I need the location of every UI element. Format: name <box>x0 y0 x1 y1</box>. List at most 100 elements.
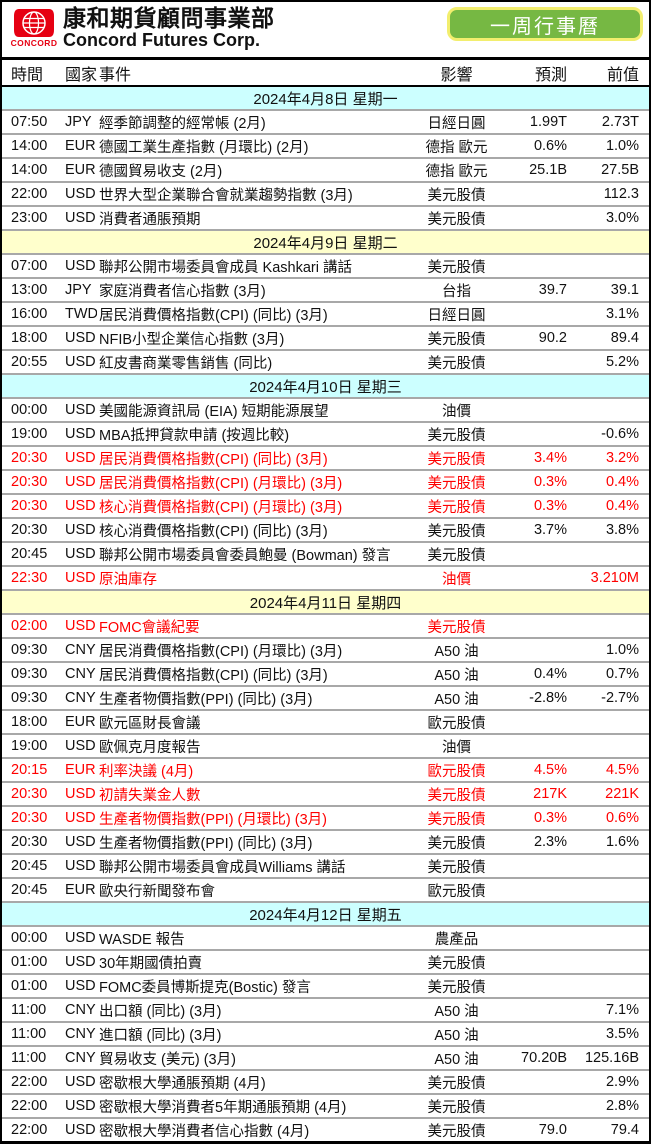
logo-wordmark: CONCORD <box>10 38 58 48</box>
event-previous: 3.210M <box>590 570 639 586</box>
event-country: USD <box>65 186 96 202</box>
event-time: 09:30 <box>11 690 48 706</box>
event-row: 19:00 USD 歐佩克月度報告 油價 <box>2 735 649 759</box>
event-previous: 0.4% <box>605 498 639 514</box>
event-country: USD <box>65 954 96 970</box>
event-impact: 農產品 <box>434 931 479 948</box>
event-country: USD <box>65 738 96 754</box>
event-previous: 27.5B <box>601 162 639 178</box>
event-row: 11:00 CNY 進口額 (同比) (3月) A50 油 3.5% <box>2 1023 649 1047</box>
event-impact: 美元股債 <box>427 523 486 540</box>
event-row: 16:00 TWD 居民消費價格指數(CPI) (同比) (3月) 日經日圓 3.1% <box>2 303 649 327</box>
event-previous: 0.6% <box>605 810 639 826</box>
event-country: EUR <box>65 714 96 730</box>
event-forecast: 4.5% <box>533 762 567 778</box>
event-time: 20:30 <box>11 786 48 802</box>
event-event: 消費者通脹預期 <box>99 211 201 228</box>
event-event: 原油庫存 <box>99 571 157 588</box>
event-time: 19:00 <box>11 426 48 442</box>
event-time: 01:00 <box>11 978 48 994</box>
event-impact: 歐元股債 <box>427 715 486 732</box>
event-previous: 125.16B <box>584 1050 639 1066</box>
event-row: 11:00 CNY 貿易收支 (美元) (3月) A50 油 70.20B 125.16B <box>2 1047 649 1071</box>
weekly-calendar-badge[interactable]: 一周行事曆 <box>447 7 643 41</box>
event-time: 22:00 <box>11 1122 48 1138</box>
event-impact: 日經日圓 <box>427 307 486 324</box>
event-impact: 美元股債 <box>427 859 486 876</box>
event-event: 美國能源資訊局 (EIA) 短期能源展望 <box>99 403 329 420</box>
event-row: 20:45 USD 聯邦公開市場委員會成員Williams 講話 美元股債 <box>2 855 649 879</box>
event-forecast: 3.4% <box>533 450 567 466</box>
event-impact: 美元股債 <box>427 1075 486 1092</box>
event-row: 22:00 USD 密歇根大學消費者信心指數 (4月) 美元股債 79.0 79.4 <box>2 1119 649 1141</box>
event-event: 生產者物價指數(PPI) (同比) (3月) <box>99 691 313 708</box>
event-country: USD <box>65 522 96 538</box>
event-forecast: 0.3% <box>533 810 567 826</box>
event-country: TWD <box>65 306 97 322</box>
event-event: 歐元區財長會議 <box>99 715 201 732</box>
event-impact: 美元股債 <box>427 835 486 852</box>
event-country: USD <box>65 618 96 634</box>
event-country: USD <box>65 810 96 826</box>
event-event: 居民消費價格指數(CPI) (同比) (3月) <box>99 667 328 684</box>
event-impact: 美元股債 <box>427 187 486 204</box>
event-country: USD <box>65 978 96 994</box>
event-event: 生產者物價指數(PPI) (同比) (3月) <box>99 835 313 852</box>
event-event: 進口額 (同比) (3月) <box>99 1027 222 1044</box>
event-time: 11:00 <box>11 1026 47 1042</box>
event-impact: A50 油 <box>434 643 479 660</box>
event-previous: 89.4 <box>610 330 639 346</box>
event-event: 核心消費價格指數(CPI) (同比) (3月) <box>99 523 328 540</box>
date-header: 2024年4月12日 星期五 <box>2 903 649 927</box>
event-row: 07:00 USD 聯邦公開市場委員會成員 Kashkari 講話 美元股債 <box>2 255 649 279</box>
event-forecast: 217K <box>533 786 567 802</box>
event-country: USD <box>65 498 96 514</box>
event-impact: 美元股債 <box>427 1099 486 1116</box>
event-forecast: 0.4% <box>533 666 567 682</box>
brand-title-zh: 康和期貨顧問事業部 <box>63 5 275 31</box>
event-forecast: 0.6% <box>533 138 567 154</box>
event-impact: 日經日圓 <box>427 115 486 132</box>
event-time: 09:30 <box>11 666 48 682</box>
event-forecast: 70.20B <box>521 1050 567 1066</box>
event-country: USD <box>65 570 96 586</box>
event-time: 07:00 <box>11 258 48 274</box>
event-forecast: 2.3% <box>533 834 567 850</box>
event-event: 聯邦公開市場委員會成員 Kashkari 講話 <box>99 259 352 276</box>
event-time: 22:00 <box>11 1098 48 1114</box>
event-time: 20:30 <box>11 810 48 826</box>
event-event: 密歇根大學消費者5年期通脹預期 (4月) <box>99 1099 347 1116</box>
event-forecast: 25.1B <box>529 162 567 178</box>
event-time: 20:45 <box>11 546 48 562</box>
event-event: NFIB小型企業信心指數 (3月) <box>99 331 285 348</box>
event-impact: 油價 <box>442 403 471 420</box>
event-time: 01:00 <box>11 954 48 970</box>
event-time: 07:50 <box>11 114 48 130</box>
event-event: 聯邦公開市場委員會委員鮑曼 (Bowman) 發言 <box>99 547 391 564</box>
event-previous: -0.6% <box>601 426 639 442</box>
event-row: 22:00 USD 世界大型企業聯合會就業趨勢指數 (3月) 美元股債 112.3 <box>2 183 649 207</box>
date-header: 2024年4月8日 星期一 <box>2 87 649 111</box>
event-impact: 美元股債 <box>427 211 486 228</box>
event-event: 利率決議 (4月) <box>99 763 194 780</box>
event-time: 02:00 <box>11 618 48 634</box>
event-forecast: -2.8% <box>529 690 567 706</box>
event-impact: 德指 歐元 <box>425 163 488 180</box>
event-event: 聯邦公開市場委員會成員Williams 講話 <box>99 859 346 876</box>
event-previous: 3.1% <box>605 306 639 322</box>
event-impact: 油價 <box>442 571 471 588</box>
event-event: 經季節調整的經常帳 (2月) <box>99 115 266 132</box>
event-row: 02:00 USD FOMC會議紀要 美元股債 <box>2 615 649 639</box>
event-country: CNY <box>65 1050 96 1066</box>
event-country: USD <box>65 210 96 226</box>
event-row: 11:00 CNY 出口額 (同比) (3月) A50 油 7.1% <box>2 999 649 1023</box>
event-event: 居民消費價格指數(CPI) (月環比) (3月) <box>99 643 343 660</box>
event-time: 20:45 <box>11 882 48 898</box>
event-impact: 美元股債 <box>427 787 486 804</box>
event-country: CNY <box>65 666 96 682</box>
event-country: USD <box>65 786 96 802</box>
column-header-forecast: 預測 <box>534 66 567 84</box>
event-row: 18:00 USD NFIB小型企業信心指數 (3月) 美元股債 90.2 89.4 <box>2 327 649 351</box>
event-previous: 5.2% <box>605 354 639 370</box>
date-header: 2024年4月10日 星期三 <box>2 375 649 399</box>
